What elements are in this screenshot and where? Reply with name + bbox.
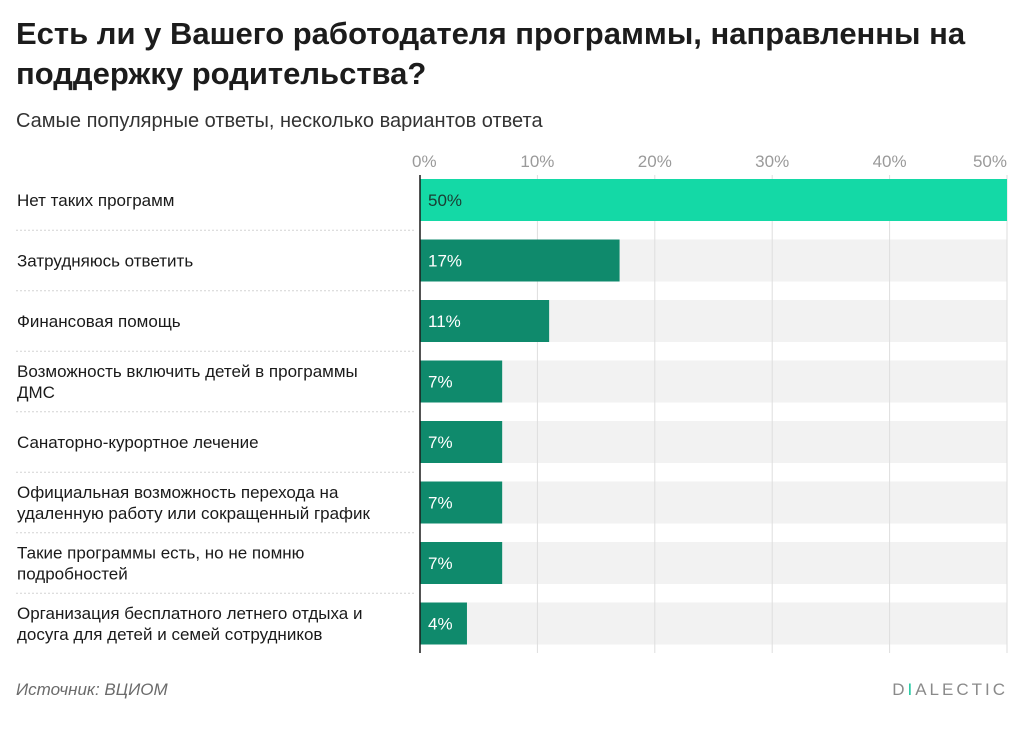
category-label: Такие программы есть, но не помню [17, 544, 305, 563]
x-tick-label: 30% [755, 152, 789, 171]
bar-track [420, 360, 1007, 403]
bar-value-label: 7% [428, 554, 453, 573]
category-label: Затрудняюсь ответить [17, 252, 193, 271]
brand-logo: DIALECTIC [892, 680, 1008, 700]
bar-value-label: 7% [428, 494, 453, 513]
category-label: досуга для детей и семей сотрудников [17, 625, 322, 644]
brand-part: D [892, 680, 908, 699]
category-label: ДМС [17, 383, 55, 402]
bar-value-label: 17% [428, 252, 462, 271]
category-label: Финансовая помощь [17, 312, 181, 331]
category-label: Нет таких программ [17, 191, 174, 210]
bar [420, 421, 503, 463]
bar-track [420, 481, 1007, 524]
source-note: Источник: ВЦИОМ [16, 680, 168, 699]
bar-track [420, 602, 1007, 645]
category-label: удаленную работу или сокращенный график [17, 504, 371, 523]
bar [420, 481, 503, 524]
category-label: Возможность включить детей в программы [17, 362, 358, 381]
bar-value-label: 7% [428, 433, 453, 452]
bar [420, 602, 467, 645]
bar-value-label: 4% [428, 615, 453, 634]
x-tick-label: 20% [638, 152, 672, 171]
bar-track [420, 421, 1007, 463]
chart-subtitle: Самые популярные ответы, несколько вариа… [16, 110, 543, 132]
category-label: Организация бесплатного летнего отдыха и [17, 604, 362, 623]
x-tick-label: 40% [873, 152, 907, 171]
bar [420, 542, 503, 584]
bar [420, 300, 550, 342]
brand-part: ALECTIC [915, 680, 1008, 699]
category-label: Санаторно-курортное лечение [17, 433, 259, 452]
x-tick-label: 50% [973, 152, 1007, 171]
bar [420, 239, 620, 282]
bar [420, 179, 1007, 221]
bar-track [420, 542, 1007, 584]
x-tick-label: 10% [520, 152, 554, 171]
x-tick-label: 0% [412, 152, 437, 171]
category-label: Официальная возможность перехода на [17, 483, 339, 502]
bar-value-label: 50% [428, 191, 462, 210]
category-label: подробностей [17, 565, 128, 584]
brand-accent: I [907, 680, 916, 699]
bar [420, 360, 503, 403]
bar-value-label: 7% [428, 373, 453, 392]
bar-value-label: 11% [428, 312, 461, 331]
chart-title: Есть ли у Вашего работодателя программы,… [16, 16, 966, 91]
